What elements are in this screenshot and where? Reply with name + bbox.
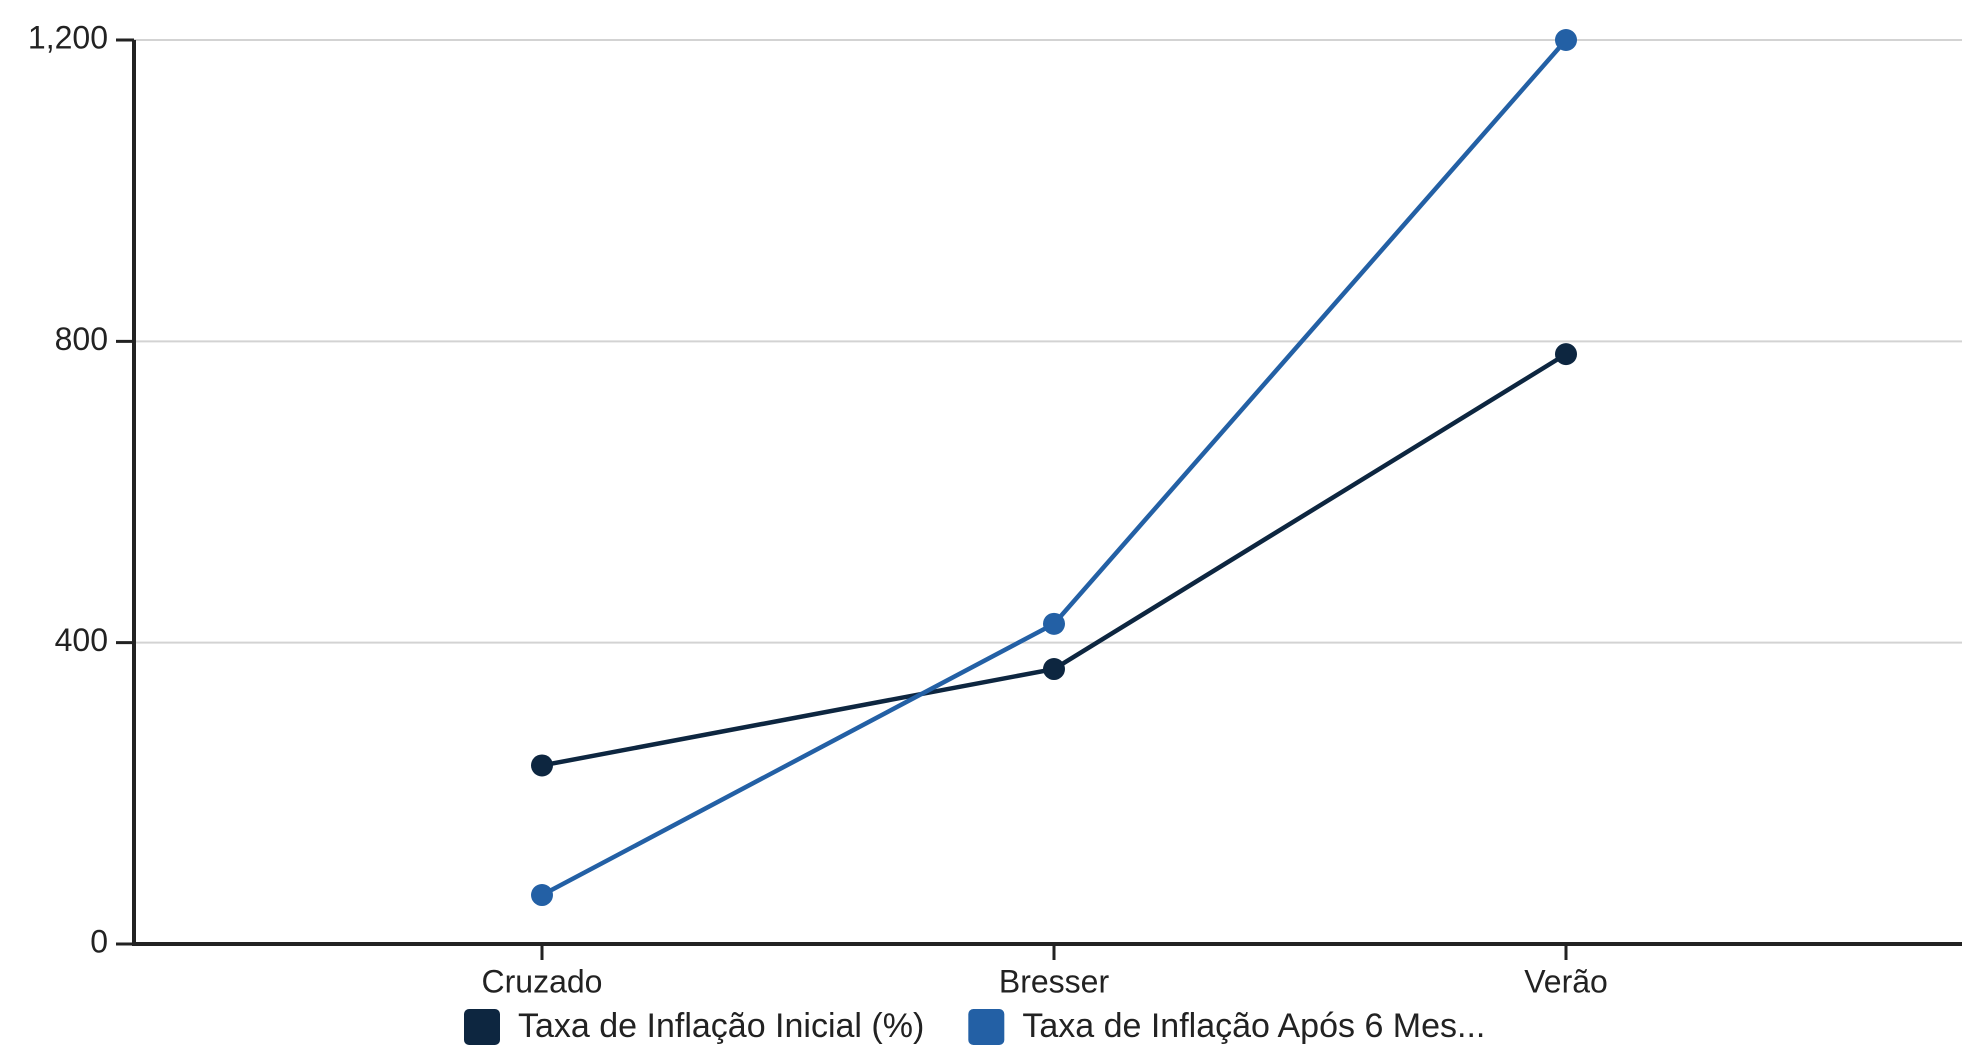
y-tick-label: 800 xyxy=(55,321,108,357)
legend-swatch-1 xyxy=(464,1009,500,1045)
x-tick-label: Verão xyxy=(1524,963,1608,999)
legend-swatch-2 xyxy=(968,1009,1005,1045)
y-tick-label: 0 xyxy=(90,923,108,959)
legend-label-2: Taxa de Inflação Após 6 Mes... xyxy=(1022,1007,1485,1045)
series-2-point xyxy=(1555,29,1577,51)
series-line-2 xyxy=(539,37,1569,898)
series-1-point xyxy=(1043,658,1065,681)
series-2-point xyxy=(1043,612,1065,635)
x-tick-label: Bresser xyxy=(999,963,1110,999)
series-1-point xyxy=(531,754,553,777)
y-tick-label: 1,200 xyxy=(28,19,108,55)
series-line-1 xyxy=(539,351,1569,768)
series-lines xyxy=(531,29,1577,907)
series-1-point xyxy=(1555,343,1577,366)
x-tick-label: Cruzado xyxy=(482,963,603,999)
series-2-point xyxy=(531,884,553,907)
y-tick-label: 400 xyxy=(55,622,108,658)
legend: Taxa de Inflação Inicial (%) Taxa de Infl… xyxy=(464,1007,1485,1045)
axes: 0 400 800 1,200 Cruzado Bresser Verão xyxy=(28,19,1962,999)
gridlines xyxy=(134,39,1962,644)
legend-label-1: Taxa de Inflação Inicial (%) xyxy=(518,1007,924,1045)
